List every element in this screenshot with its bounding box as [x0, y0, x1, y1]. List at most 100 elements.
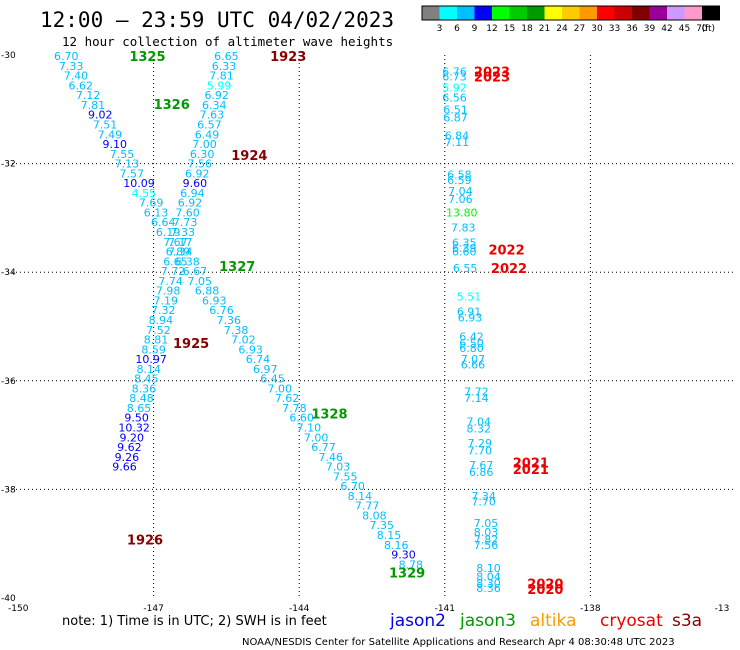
wave-height-label: 6.93	[202, 294, 227, 307]
colorbar-tick-label: 24	[556, 24, 568, 34]
wave-height-label: 6.70	[340, 480, 365, 493]
wave-height-label: 6.89	[166, 246, 191, 259]
x-tick-label: -141	[435, 604, 455, 614]
wave-height-label: 9.30	[391, 549, 416, 562]
wave-height-label: 8.03	[474, 526, 499, 539]
wave-height-label: 6.19	[156, 226, 181, 239]
colorbar-frame	[421, 5, 720, 21]
wave-height-label: 8.16	[384, 539, 409, 552]
wave-height-label: 6.73	[442, 71, 467, 84]
wave-height-label: 7.51	[93, 119, 118, 132]
wave-height-label: 9.62	[117, 441, 142, 454]
wave-height-label: 6.97	[253, 363, 278, 376]
wave-height-label: 6.92	[178, 197, 203, 210]
wave-height-label: 6.59	[447, 174, 472, 187]
wave-height-label: 7.00	[304, 431, 329, 444]
wave-height-label: 6.58	[447, 168, 472, 181]
satellite-legend-item: jason3	[459, 611, 516, 631]
wave-height-label: 8.78	[399, 558, 424, 571]
wave-height-label: 6.30	[190, 148, 215, 161]
wave-height-label: 8.94	[149, 314, 174, 327]
wave-height-label: 6.92	[185, 167, 210, 180]
colorbar-swatch	[544, 6, 562, 20]
wave-height-label: 7.55	[110, 148, 135, 161]
wave-height-label: 7.03	[326, 461, 351, 474]
wave-height-label: 4.55	[132, 187, 157, 200]
colorbar-tick-label: 12	[486, 24, 497, 34]
wave-height-label: 8.45	[134, 373, 159, 386]
wave-height-label: 5.99	[207, 79, 232, 92]
wave-height-label: 6.55	[453, 262, 478, 275]
wave-height-label: 6.65	[214, 50, 239, 63]
wave-height-label: 7.19	[153, 294, 178, 307]
wave-height-label: 6.57	[197, 119, 222, 132]
wave-height-label: 9.66	[112, 461, 137, 474]
pass-time-label: 1925	[173, 337, 209, 352]
wave-height-label: 8.08	[362, 509, 387, 522]
pass-time-label: 1325	[129, 50, 165, 65]
y-tick-label: -34	[1, 268, 16, 278]
wave-height-label: 6.92	[204, 89, 229, 102]
wave-height-label: 8.36	[132, 382, 157, 395]
wave-height-label: 5.92	[442, 82, 467, 95]
colorbar-tick-label: 21	[539, 24, 550, 34]
colorbar-swatch	[614, 6, 632, 20]
pass-time-labels: 1325 1326 1327 1328 1329 1923 1924 1925 1926 2023…	[127, 50, 564, 598]
colorbar-legend: 3 6 9 12 15 18 21 24 27 30 33 36 39 42 45 70(ft)	[421, 5, 720, 34]
colorbar-swatch	[439, 6, 457, 20]
wave-height-label: 6.33	[212, 60, 237, 73]
wave-height-label: 7.73	[173, 216, 198, 229]
wave-height-label: 7.34	[168, 246, 193, 259]
wave-height-label: 7.81	[81, 99, 106, 112]
wave-height-label: 8.30	[476, 577, 501, 590]
wave-height-label: 6.56	[442, 91, 467, 104]
wave-height-label: 5.51	[457, 291, 482, 304]
colorbar-swatch	[474, 6, 492, 20]
wave-height-label: 6.62	[69, 79, 94, 92]
colorbar-swatch	[702, 6, 720, 20]
colorbar-swatch	[422, 6, 440, 20]
wave-height-label: 6.13	[144, 206, 169, 219]
axis-ticks: -30 -32 -34 -36 -38 -40-150 -147 -144 -141 -138 -1…	[1, 51, 729, 614]
wave-height-label: 8.04	[476, 570, 501, 583]
colorbar-swatch	[492, 6, 510, 20]
wave-height-label: 7.60	[175, 206, 200, 219]
satellite-legend-item: s3a	[672, 611, 702, 631]
wave-height-label: 7.72	[161, 265, 186, 278]
wave-height-label: 7.63	[200, 109, 225, 122]
wave-height-label: 7.56	[187, 158, 212, 171]
pass-time-label: 2020	[527, 583, 563, 598]
wave-height-label: 7.05	[474, 517, 499, 530]
wave-height-label: 7.46	[318, 451, 343, 464]
wave-height-label: 6.45	[260, 373, 285, 386]
colorbar-tick-label: 42	[661, 24, 672, 34]
plot-grid	[8, 55, 736, 598]
pass-time-label: 1924	[231, 149, 267, 164]
colorbar-swatch	[457, 6, 475, 20]
footer-note: note: 1) Time is in UTC; 2) SWH is in fe…	[62, 614, 327, 629]
wave-height-label: 7.11	[445, 136, 470, 149]
wave-height-label: 6.77	[311, 441, 336, 454]
wave-height-label: 9.26	[115, 451, 140, 464]
wave-height-label: 7.07	[461, 353, 486, 366]
wave-height-label: 7.55	[333, 470, 358, 483]
wave-height-label: 10.32	[118, 421, 150, 434]
y-tick-label: -38	[1, 485, 16, 495]
satellite-legend: jason2 jason3 altika cryosat s3a	[389, 611, 702, 631]
x-tick-label: -144	[289, 604, 310, 614]
wave-height-label: 8.32	[467, 423, 492, 436]
colorbar-tick-label: 33	[609, 24, 620, 34]
wave-height-label: 6.70	[54, 50, 79, 63]
wave-height-label: 6.67	[183, 265, 208, 278]
colorbar-tick-label: 3	[437, 24, 443, 34]
wave-height-label: 6.80	[459, 342, 484, 355]
wave-height-label: 7.36	[217, 314, 242, 327]
wave-height-label: 7.14	[464, 392, 489, 405]
colorbar-tick-label: 18	[521, 24, 533, 34]
wave-height-label: 8.14	[348, 490, 373, 503]
colorbar-tick-label: 70	[696, 24, 708, 34]
wave-height-label: 9.20	[120, 431, 145, 444]
wave-height-label: 7.83	[451, 222, 476, 235]
wave-height-label: 6.65	[163, 255, 188, 268]
wave-height-label: 6.93	[458, 311, 483, 324]
